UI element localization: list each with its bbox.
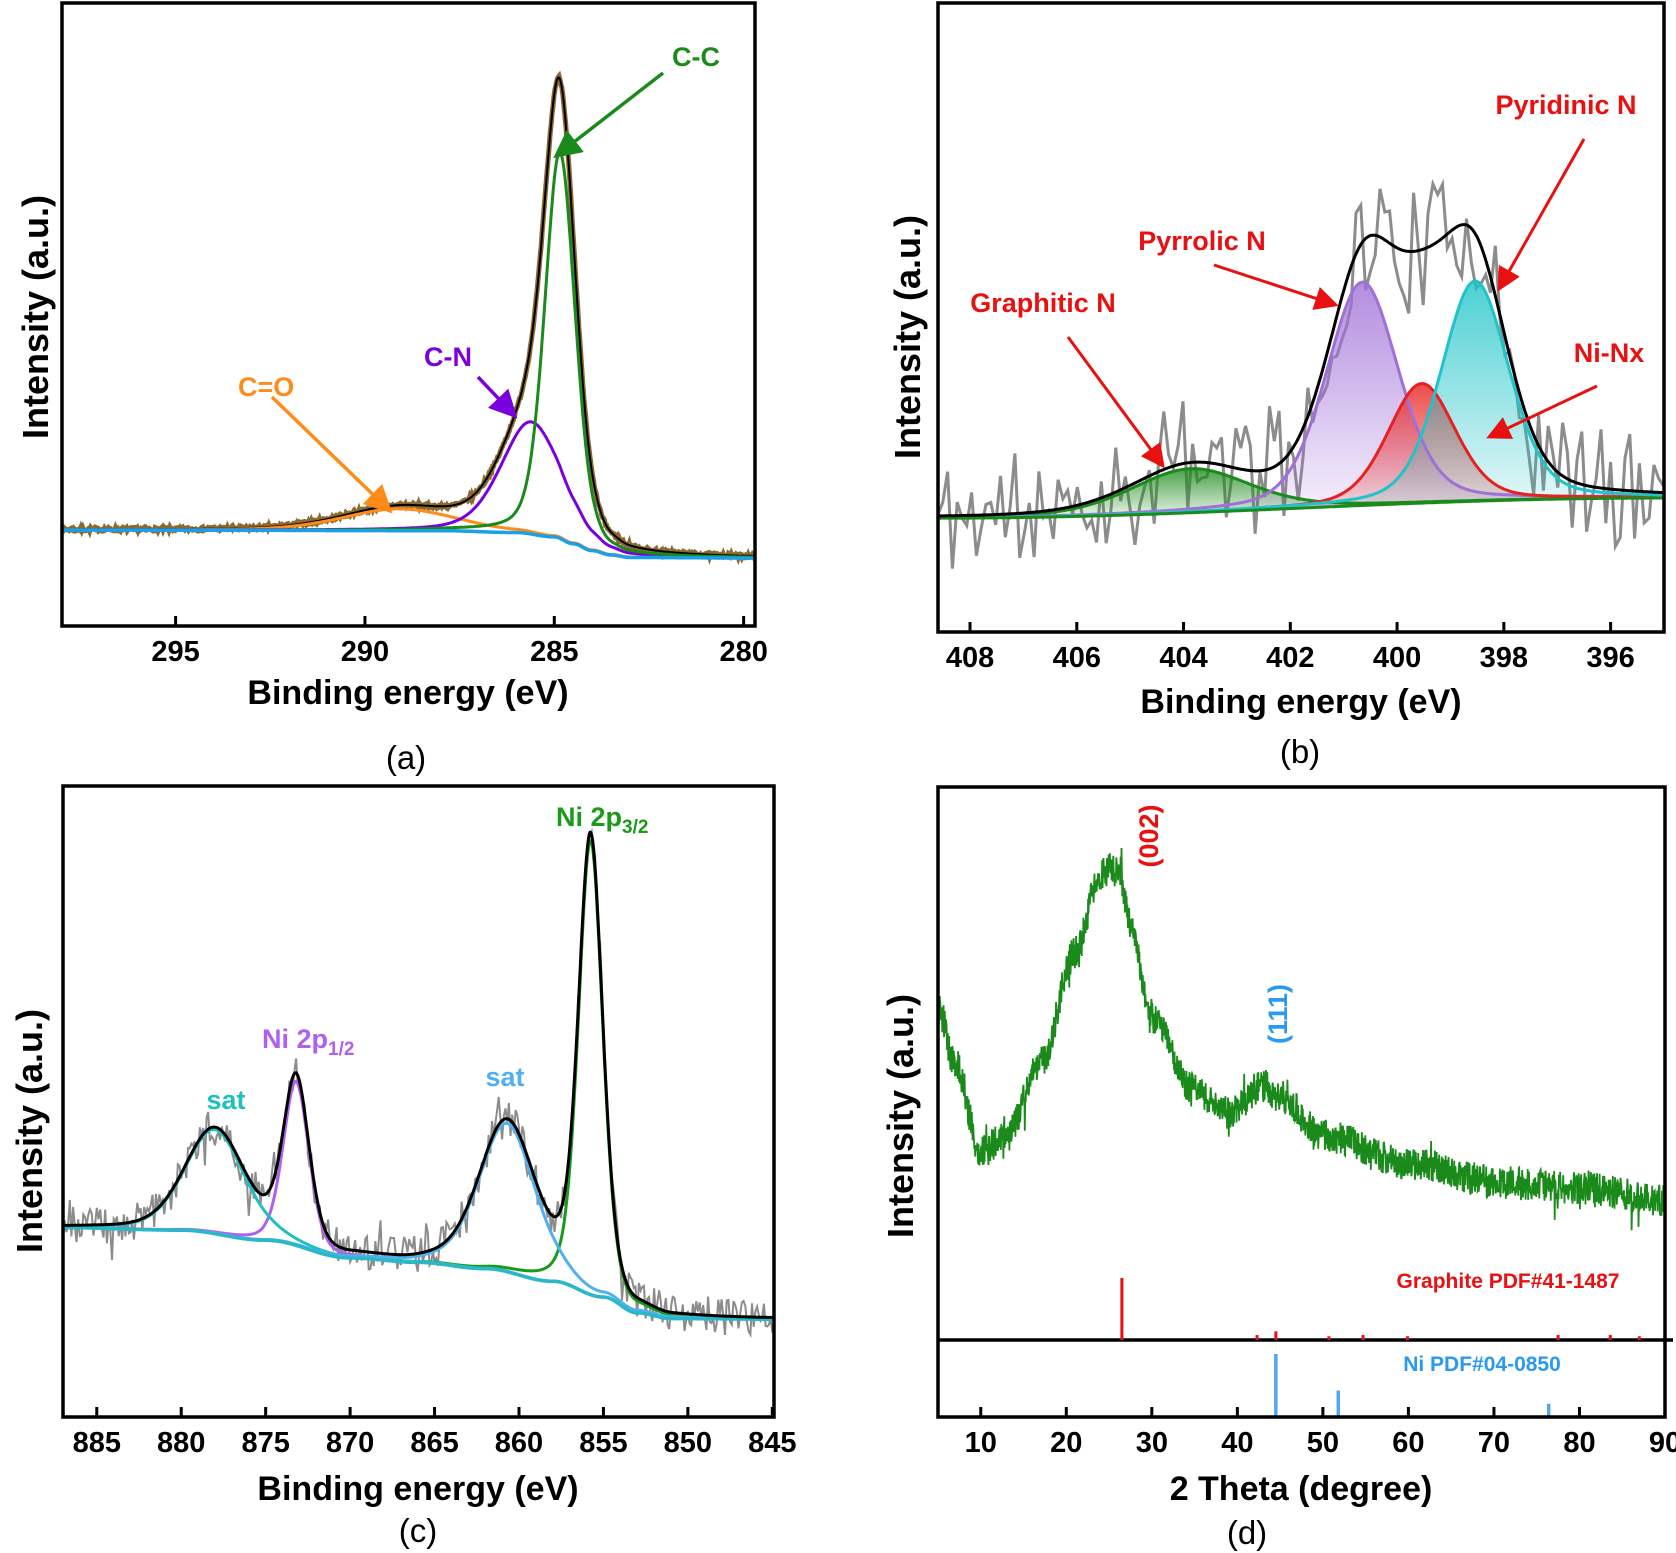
panel-d-ylabel: Intensity (a.u.)	[880, 994, 921, 1238]
panel-a-ylabel: Intensity (a.u.)	[15, 195, 56, 439]
panel-c-frame	[61, 784, 776, 1419]
pyridinic-n-label: Pyridinic N	[1495, 90, 1636, 120]
ni-2p12-label-main: Ni 2p	[262, 1024, 328, 1054]
background-line	[63, 1225, 774, 1321]
panel-b-xtick-label: 400	[1373, 642, 1421, 674]
pyridinic-n-arrow	[1497, 138, 1586, 292]
panel-a-xtick-label: 290	[341, 636, 389, 668]
fit-envelope-line	[63, 830, 774, 1319]
component-sat-2-line	[63, 1121, 774, 1320]
pyrrolic-n-arrow	[1213, 263, 1339, 310]
panel-b-plot: 408 406 404 402 400 398 396	[936, 1, 1666, 674]
component-cc-line	[62, 150, 755, 559]
panel-b-ylabel: Intensity (a.u.)	[887, 215, 928, 459]
c-o-label: C=O	[238, 372, 294, 402]
panel-a-caption: (a)	[386, 739, 426, 776]
panel-d-xtick-label: 30	[1136, 1427, 1168, 1459]
component-cn-line	[62, 420, 755, 559]
panel-a-frame	[60, 1, 757, 628]
peak-label-111: (111)	[1263, 984, 1293, 1044]
component-pyrrolic-n-fill	[938, 282, 1664, 519]
component-graphitic-n-fill	[938, 468, 1664, 519]
panel-c-xtick-label: 850	[664, 1427, 712, 1459]
panel-a-xtick-label: 285	[530, 636, 578, 668]
xrd-pattern-line	[937, 847, 1666, 1231]
panel-c-xtick-label: 860	[495, 1427, 543, 1459]
ni-2p32-label: Ni 2p3/2	[556, 802, 648, 838]
graphitic-n-arrow	[1066, 336, 1165, 469]
panel-c-xtick-label: 870	[326, 1427, 374, 1459]
panel-d-xtick-label: 20	[1050, 1427, 1082, 1459]
panel-b-xtick-label: 404	[1159, 642, 1207, 674]
component-pyridinic-n-fill	[938, 281, 1664, 519]
panel-b-frame	[936, 1, 1666, 634]
ni-2p12-label-sub: 1/2	[328, 1039, 354, 1060]
panel-c-xtick-label: 875	[241, 1427, 289, 1459]
ni-nx-label: Ni-Nx	[1574, 338, 1645, 368]
graphite-reference-label: Graphite PDF#41-1487	[1397, 1270, 1620, 1293]
component-ni-2p32-line	[63, 839, 774, 1320]
background-line	[62, 528, 755, 560]
panel-a-xtick-label: 280	[719, 636, 767, 668]
graphitic-n-label: Graphitic N	[970, 288, 1116, 318]
c-o-arrow	[270, 395, 393, 514]
panel-d-xtick-label: 50	[1307, 1427, 1339, 1459]
panel-d-xtick-label: 70	[1478, 1427, 1510, 1459]
panel-b-xlabel: Binding energy (eV)	[1140, 683, 1461, 721]
peak-label-002: (002)	[1134, 804, 1164, 867]
panel-c-xtick-label: 845	[748, 1427, 796, 1459]
panel-c-ylabel: Intensity (a.u.)	[9, 1009, 50, 1253]
pyrrolic-n-label: Pyrrolic N	[1138, 226, 1266, 256]
panel-c-xtick-label: 855	[579, 1427, 627, 1459]
panel-c-xlabel: Binding energy (eV)	[257, 1470, 578, 1508]
c-n-label: C-N	[424, 342, 472, 372]
c-c-arrow	[553, 71, 665, 159]
panel-c-xtick-label: 865	[410, 1427, 458, 1459]
panel-d-frame	[936, 785, 1667, 1419]
panel-d-xtick-label: 60	[1392, 1427, 1424, 1459]
panel-b-caption: (b)	[1280, 733, 1320, 770]
panel-d-xtick-label: 80	[1563, 1427, 1595, 1459]
fit-envelope-line	[938, 223, 1664, 518]
sat-label-1: sat	[206, 1085, 245, 1115]
measured-spectrum-line	[62, 827, 774, 1339]
panel-b-xtick-label: 398	[1480, 642, 1528, 674]
measured-spectrum-line	[60, 70, 757, 566]
panel-d-plot: 10 20 30 40 50 60 70 80 90	[936, 785, 1676, 1459]
ni-2p32-label-main: Ni 2p	[556, 802, 622, 832]
panel-d-caption: (d)	[1227, 1514, 1267, 1551]
panel-a-xtick-label: 295	[151, 636, 199, 668]
ni-nx-arrow	[1486, 384, 1598, 439]
c-n-arrow	[476, 375, 518, 419]
panel-c-caption: (c)	[399, 1512, 437, 1549]
panel-b-xtick-label: 406	[1053, 642, 1101, 674]
ni-2p32-label-sub: 3/2	[622, 817, 648, 838]
panel-d-xtick-label: 90	[1649, 1427, 1676, 1459]
component-sat-1-line	[63, 1128, 774, 1321]
panel-a-xlabel: Binding energy (eV)	[247, 674, 568, 712]
panel-c-xtick-label: 885	[73, 1427, 121, 1459]
panel-b-xtick-label: 402	[1266, 642, 1314, 674]
background-line	[938, 496, 1664, 520]
panel-d-xtick-label: 40	[1221, 1427, 1253, 1459]
sat-label-2: sat	[485, 1062, 524, 1092]
ni-2p12-label: Ni 2p1/2	[262, 1024, 354, 1060]
ni-reference-label: Ni PDF#04-0850	[1403, 1353, 1561, 1376]
panel-d-xtick-label: 10	[965, 1427, 997, 1459]
panel-c-xtick-label: 880	[157, 1427, 205, 1459]
panel-a-plot: 295 290 285 280	[60, 1, 768, 668]
c-c-label: C-C	[672, 42, 720, 72]
fit-envelope-line	[62, 76, 755, 557]
panel-b-xtick-label: 396	[1586, 642, 1634, 674]
panel-b-xtick-label: 408	[946, 642, 994, 674]
panel-d-xlabel: 2 Theta (degree)	[1170, 1470, 1433, 1508]
panel-c-plot: 885 880 875 870 865 860 855 850 845	[61, 784, 797, 1459]
